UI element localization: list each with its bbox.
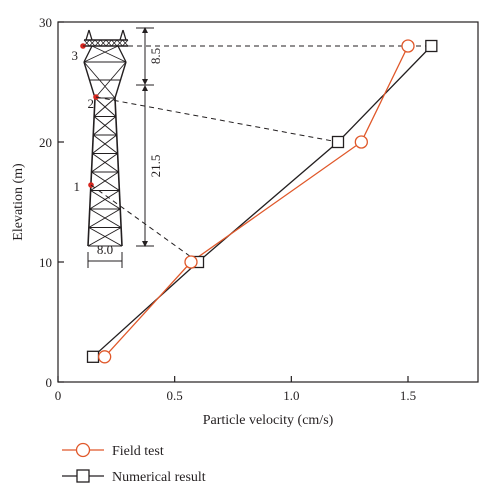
x-tick-label: 0 xyxy=(55,388,62,403)
dimension-label-height-lower: 21.5 xyxy=(148,155,163,178)
data-point-field-test xyxy=(401,39,415,53)
tower-brace xyxy=(88,208,121,228)
plot-frame xyxy=(57,21,479,383)
tower-point-label-2: 2 xyxy=(88,96,95,111)
tower-brace xyxy=(90,171,119,191)
tower-crossarm-brace xyxy=(94,39,101,47)
tower-peak xyxy=(119,29,124,41)
tower-peak xyxy=(85,29,90,41)
tower-point-label-3: 3 xyxy=(72,48,79,63)
y-tick-label: 0 xyxy=(46,375,53,390)
series-layer xyxy=(86,39,438,364)
tower-brace xyxy=(94,97,117,117)
axis-ticks xyxy=(57,21,409,383)
leader-lines xyxy=(83,45,432,263)
data-point-field-test xyxy=(354,135,368,149)
x-axis-title: Particle velocity (cm/s) xyxy=(203,413,334,428)
legend-label-numerical-result: Numerical result xyxy=(112,470,206,485)
series-line-field-test xyxy=(104,45,409,358)
legend-marker-numerical-result xyxy=(76,469,90,483)
data-point-numerical-result xyxy=(86,350,100,363)
tower-brace xyxy=(92,153,119,173)
x-tick-label: 1.5 xyxy=(400,388,416,403)
legend-label-field-test: Field test xyxy=(112,444,164,459)
y-tick-label: 10 xyxy=(39,255,52,270)
tower-crossarm-brace xyxy=(89,39,96,47)
tower-point-label-1: 1 xyxy=(74,179,81,194)
tower-brace xyxy=(93,116,118,136)
y-tick-label: 20 xyxy=(39,135,52,150)
axis-tick-labels: 0 0.5 1.0 1.5 0 10 20 30 xyxy=(39,15,416,403)
tower-crossarm-brace xyxy=(111,39,118,47)
legend-marker-field-test xyxy=(75,442,91,458)
dimension-label-base-width: 8.0 xyxy=(97,242,113,257)
x-tick-label: 0.5 xyxy=(167,388,183,403)
tower-inset-labels: 1 2 3 8.5 21.5 8.0 xyxy=(72,48,164,257)
data-point-field-test xyxy=(98,350,112,364)
tower-brace xyxy=(92,134,118,154)
tower-crossarm-brace xyxy=(100,39,107,47)
tower-brace xyxy=(92,116,117,136)
data-point-numerical-result xyxy=(425,39,438,53)
tower-crossarm-brace xyxy=(105,39,112,47)
tower-peak xyxy=(122,29,127,41)
tower-inset xyxy=(80,27,154,268)
tower-brace xyxy=(87,227,122,247)
tower-crossarm-brace xyxy=(116,39,123,47)
tower-brace xyxy=(91,153,118,173)
tower-brace xyxy=(83,45,119,63)
y-axis-title: Elevation (m) xyxy=(11,163,26,241)
leader-line-1 xyxy=(90,184,199,263)
data-point-field-test xyxy=(184,255,198,269)
tower-crossarm-brace xyxy=(122,39,129,47)
series-line-numerical-result xyxy=(92,45,432,358)
data-point-numerical-result xyxy=(331,135,345,149)
y-tick-label: 30 xyxy=(39,15,52,30)
leader-line-2 xyxy=(95,96,339,143)
tower-brace xyxy=(92,134,118,154)
x-tick-label: 1.0 xyxy=(283,388,299,403)
tower-peak xyxy=(88,29,93,41)
tower-neck-right xyxy=(117,45,127,63)
tower-brace xyxy=(91,45,127,63)
tower-neck-left xyxy=(83,45,93,63)
dimension-label-height-upper: 8.5 xyxy=(148,48,163,64)
legend: Field test Numerical result xyxy=(62,442,206,485)
tower-brace xyxy=(93,97,116,117)
tower-brace xyxy=(89,190,120,210)
